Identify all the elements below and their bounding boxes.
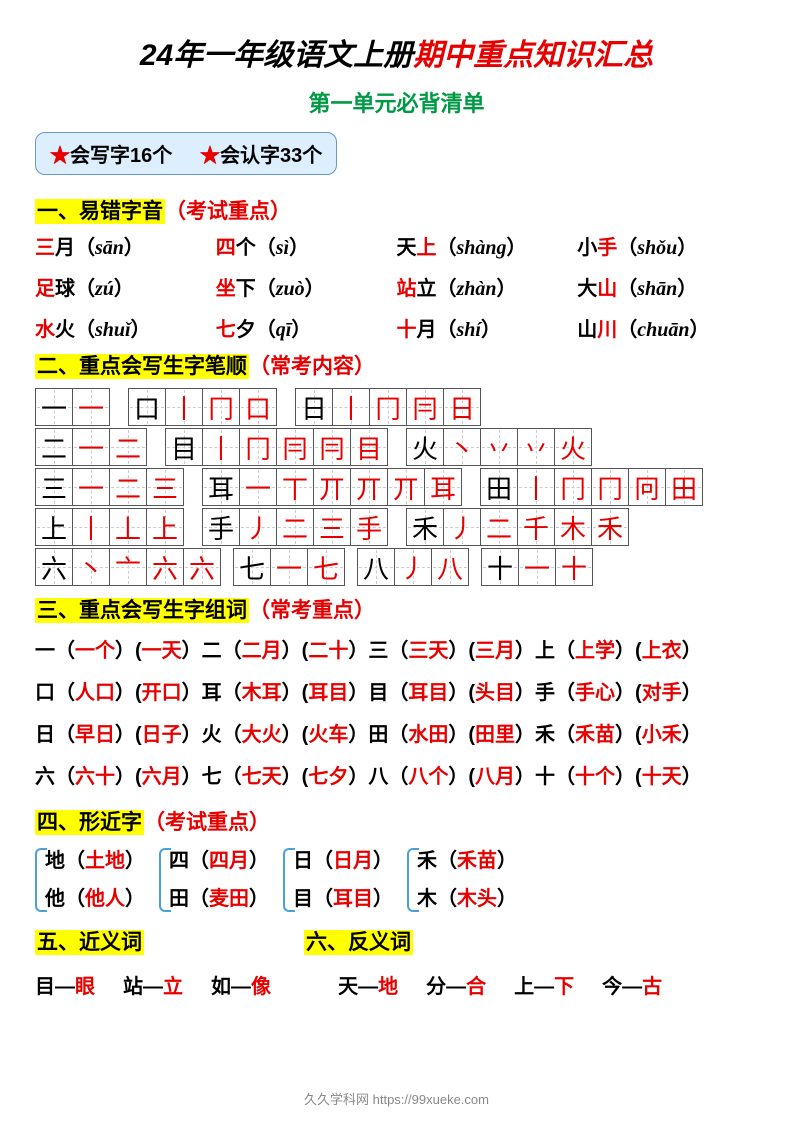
stroke-group: 二一二 [35, 428, 147, 466]
section-4-title: 四、形近字 [35, 810, 144, 835]
section-2-note: （常考内容） [249, 355, 375, 378]
similar-pair: 地（土地）他（他人） [35, 842, 145, 918]
pinyin-item: 四个（sì） [216, 231, 397, 260]
similar-pair: 日（日月）目（耳目） [283, 842, 393, 918]
section-5-header: 五、近义词 [35, 926, 144, 956]
synonym-antonym-row: 目—眼站—立如—像 天—地分—合上—下今—古 [35, 970, 758, 999]
section-5-title: 五、近义词 [35, 930, 144, 955]
section-1-title: 一、易错字音 [35, 199, 165, 224]
page-title: 24年一年级语文上册期中重点知识汇总 [35, 30, 758, 74]
antonym-pair: 天—地 [338, 970, 398, 999]
synonym-pair: 如—像 [211, 970, 271, 999]
stroke-group: 口丨冂口 [128, 388, 277, 426]
stroke-group: 七一七 [233, 548, 345, 586]
section-3-header: 三、重点会写生字组词（常考重点） [35, 594, 758, 624]
stroke-group: 一一 [35, 388, 110, 426]
stroke-group: 田丨冂冂冋田 [480, 468, 703, 506]
word-groups: 一（一个）(一天）二（二月）(二十）三（三天）(三月）上（上学）(上衣）口（人口… [35, 630, 758, 798]
pinyin-item: 七夕（qī） [216, 313, 397, 342]
pinyin-item: 大山（shān） [577, 272, 758, 301]
synonym-pair: 目—眼 [35, 970, 95, 999]
stroke-group: 上丨丄上 [35, 508, 184, 546]
section-2-header: 二、重点会写生字笔顺（常考内容） [35, 350, 758, 380]
synonym-pair: 站—立 [123, 970, 183, 999]
pinyin-item: 水火（shuǐ） [35, 313, 216, 342]
similar-chars: 地（土地）他（他人）四（四月）田（麦田）日（日月）目（耳目）禾（禾苗）木（木头） [35, 842, 758, 918]
pinyin-item: 三月（sān） [35, 231, 216, 260]
section-6-title: 六、反义词 [304, 930, 413, 955]
read-count: 会认字33个 [220, 145, 322, 167]
antonym-pair: 分—合 [426, 970, 486, 999]
section-3-title: 三、重点会写生字组词 [35, 598, 249, 623]
stroke-group: 三一二三 [35, 468, 184, 506]
similar-pair: 禾（禾苗）木（木头） [407, 842, 517, 918]
stroke-group: 六丶亠六六 [35, 548, 221, 586]
star-icon: ★ [200, 145, 220, 167]
stroke-section: 一一口丨冂口日丨冂冃日二一二目丨冂冃冃目火丶丷丷火三一二三耳一丅丌丌丌耳田丨冂冂… [35, 388, 758, 586]
stroke-group: 手丿二三手 [202, 508, 388, 546]
section-3-note: （常考重点） [249, 599, 375, 622]
footer-watermark: 久久学科网 https://99xueke.com [0, 1089, 793, 1108]
stroke-group: 目丨冂冃冃目 [165, 428, 388, 466]
stats-badge: ★会写字16个 ★会认字33个 [35, 132, 337, 175]
write-count: 会写字16个 [70, 145, 172, 167]
section-4-header: 四、形近字（考试重点） [35, 806, 758, 836]
word-line: 口（人口）(开口）耳（木耳）(耳目）目（耳目）(头目）手（手心）(对手） [35, 672, 758, 714]
word-line: 日（早日）(日子）火（大火）(火车）田（水田）(田里）禾（禾苗）(小禾） [35, 714, 758, 756]
section-1-note: （考试重点） [165, 200, 291, 223]
pinyin-item: 小手（shǒu） [577, 231, 758, 260]
pinyin-item: 天上（shàng） [397, 231, 578, 260]
title-part2: 期中重点知识汇总 [413, 39, 653, 72]
pinyin-item: 十月（shí） [397, 313, 578, 342]
stroke-group: 八丿八 [357, 548, 469, 586]
antonym-pair: 今—古 [602, 970, 662, 999]
pinyin-item: 足球（zú） [35, 272, 216, 301]
section-4-note: （考试重点） [144, 811, 270, 834]
star-icon: ★ [50, 145, 70, 167]
pinyin-grid: 三月（sān）四个（sì）天上（shàng）小手（shǒu） 足球（zú）坐下（z… [35, 231, 758, 342]
stroke-group: 十一十 [481, 548, 593, 586]
section-6-header: 六、反义词 [304, 926, 413, 956]
antonym-pair: 上—下 [514, 970, 574, 999]
word-line: 一（一个）(一天）二（二月）(二十）三（三天）(三月）上（上学）(上衣） [35, 630, 758, 672]
stroke-group: 禾丿二千木禾 [406, 508, 629, 546]
pinyin-item: 山川（chuān） [577, 313, 758, 342]
section-1-header: 一、易错字音（考试重点） [35, 195, 758, 225]
pinyin-item: 站立（zhàn） [397, 272, 578, 301]
title-part1: 24年一年级语文上册 [140, 39, 413, 72]
similar-pair: 四（四月）田（麦田） [159, 842, 269, 918]
section-2-title: 二、重点会写生字笔顺 [35, 354, 249, 379]
stroke-group: 日丨冂冃日 [295, 388, 481, 426]
subtitle: 第一单元必背清单 [35, 86, 758, 118]
stroke-group: 耳一丅丌丌丌耳 [202, 468, 462, 506]
word-line: 六（六十）(六月）七（七天）(七夕）八（八个）(八月）十（十个）(十天） [35, 756, 758, 798]
pinyin-item: 坐下（zuò） [216, 272, 397, 301]
stroke-group: 火丶丷丷火 [406, 428, 592, 466]
